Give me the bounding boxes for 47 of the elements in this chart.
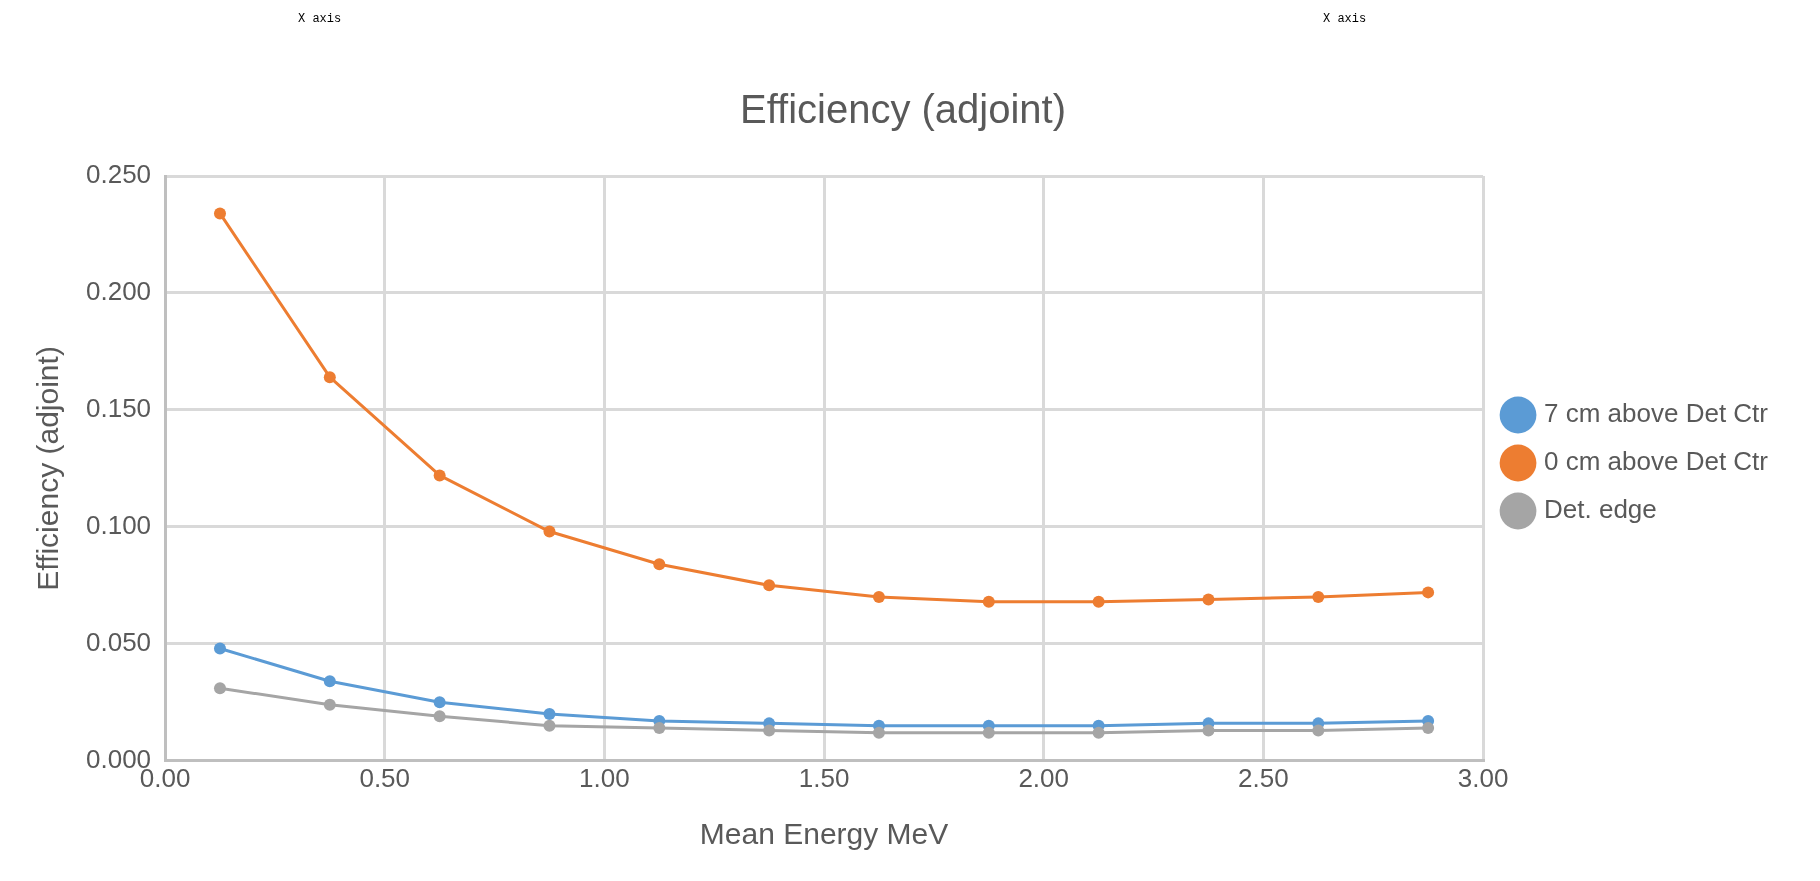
legend-label: 0 cm above Det Ctr: [1544, 446, 1769, 477]
x-tick-label: 1.50: [798, 762, 850, 793]
y-tick-label: 0.250: [85, 159, 152, 190]
point: [213, 207, 226, 220]
y-axis-title: Efficiency (adjoint): [31, 346, 65, 591]
point: [433, 710, 446, 723]
chart-title: Efficiency (adjoint): [739, 87, 1067, 132]
point: [982, 595, 995, 608]
x-tick-label: 3.00: [1457, 762, 1509, 793]
x-tick-label: 1.00: [579, 762, 630, 793]
point: [213, 642, 226, 655]
point: [763, 724, 776, 737]
point: [653, 558, 666, 571]
point: [213, 682, 226, 695]
point: [433, 696, 446, 709]
point: [323, 675, 336, 688]
point: [543, 719, 556, 732]
point: [1422, 722, 1435, 735]
y-tick-label: 0.100: [85, 510, 152, 541]
point: [982, 726, 995, 739]
point: [1312, 724, 1325, 737]
legend-label: Det. edge: [1544, 494, 1657, 525]
x-tick-label: 2.50: [1238, 762, 1289, 793]
legend-label: 7 cm above Det Ctr: [1544, 398, 1769, 429]
point: [433, 469, 446, 482]
point: [872, 591, 885, 604]
x-axis-title: Mean Energy MeV: [699, 817, 949, 851]
point: [1092, 726, 1105, 739]
point: [763, 579, 776, 592]
x-tick-label: 2.00: [1018, 762, 1070, 793]
x-tick-label: 0.50: [359, 762, 411, 793]
point: [323, 371, 336, 384]
point: [1312, 591, 1325, 604]
point: [653, 722, 666, 735]
y-tick-label: 0.150: [85, 393, 152, 424]
point: [323, 698, 336, 711]
point: [543, 708, 556, 721]
point: [543, 525, 556, 538]
text: X axis: [1323, 12, 1367, 26]
point: [1092, 595, 1105, 608]
point: [1202, 593, 1215, 606]
text: X axis: [298, 12, 342, 26]
point: [872, 726, 885, 739]
point: [1202, 724, 1215, 737]
y-tick-label: 0.050: [85, 627, 152, 658]
point: [1422, 586, 1435, 599]
y-tick-label: 0.200: [85, 276, 152, 307]
